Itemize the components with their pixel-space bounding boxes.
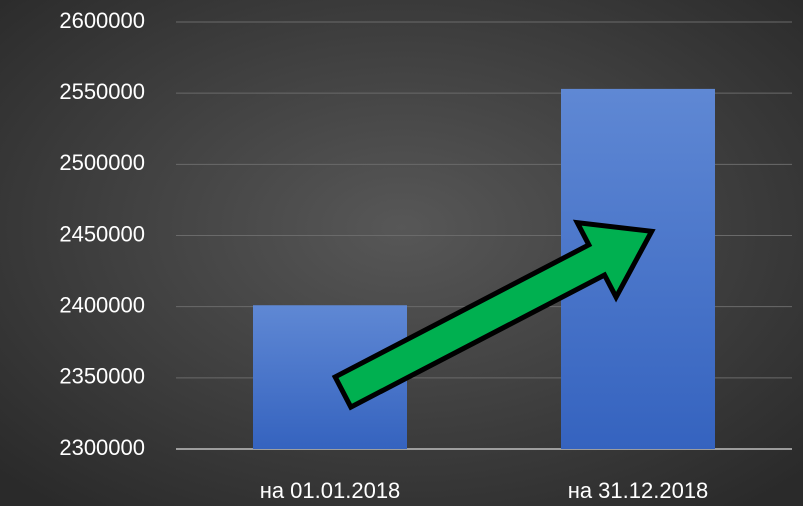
y-tick-label: 2300000 (59, 435, 145, 460)
y-tick-label: 2600000 (59, 8, 145, 33)
y-tick-label: 2550000 (59, 79, 145, 104)
y-tick-label: 2350000 (59, 364, 145, 389)
y-tick-label: 2450000 (59, 221, 145, 246)
growth-arrow (331, 219, 656, 411)
y-tick-label: 2400000 (59, 292, 145, 317)
labels: 2300000 2350000 2400000 2450000 2500000 25500… (59, 8, 708, 503)
x-tick-label: на 01.01.2018 (260, 478, 401, 503)
x-tick-label: на 31.12.2018 (568, 478, 709, 503)
y-tick-label: 2500000 (59, 150, 145, 175)
